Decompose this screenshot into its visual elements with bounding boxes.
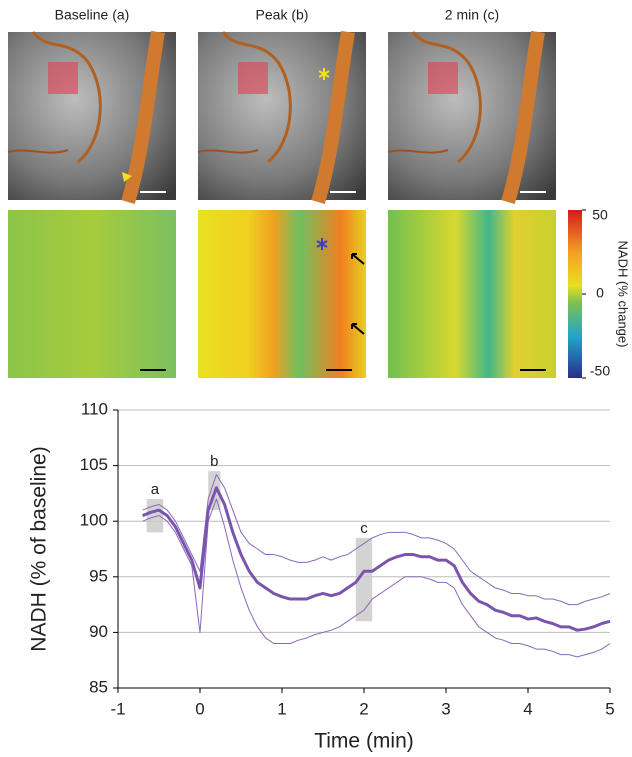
colorbar (568, 210, 582, 378)
y-axis-label: NADH (% of baseline) (28, 446, 51, 651)
x-tick-label: 0 (195, 699, 204, 718)
panel-title: Baseline (a) (55, 7, 130, 23)
highlight-box (355, 537, 373, 622)
colorbar-label: NADH (% change) (616, 241, 631, 348)
map-b (198, 210, 366, 378)
x-tick-label: 5 (605, 699, 614, 718)
colorbar-tick-label: 50 (592, 207, 608, 223)
y-tick-label: 95 (89, 566, 108, 585)
colorbar-tick-label: 0 (596, 285, 604, 301)
x-axis-label: Time (min) (314, 730, 414, 753)
y-tick-label: 110 (81, 399, 108, 418)
image-b (198, 32, 366, 202)
y-tick-label: 85 (89, 677, 108, 696)
y-tick-label: 100 (80, 511, 108, 530)
map-c (388, 210, 556, 378)
annotation: b (210, 453, 218, 470)
annotation: a (151, 481, 160, 498)
x-tick-label: -1 (110, 699, 125, 718)
image-grid (8, 32, 582, 378)
x-tick-label: 4 (523, 699, 532, 718)
annotation: c (360, 520, 368, 537)
image-a (8, 32, 176, 202)
x-tick-label: 1 (277, 699, 286, 718)
y-tick-label: 105 (80, 455, 108, 474)
panel-title: Peak (b) (256, 7, 309, 23)
colorbar-tick-label: -50 (590, 363, 610, 379)
x-tick-label: 2 (359, 699, 368, 718)
line (142, 473, 611, 606)
y-tick-label: 90 (89, 622, 108, 641)
highlight-box (146, 498, 164, 533)
panel-title: 2 min (c) (445, 7, 499, 23)
map-a (8, 210, 176, 378)
line (142, 486, 611, 632)
x-tick-label: 3 (441, 699, 450, 718)
line (142, 498, 611, 658)
image-c (388, 32, 556, 202)
